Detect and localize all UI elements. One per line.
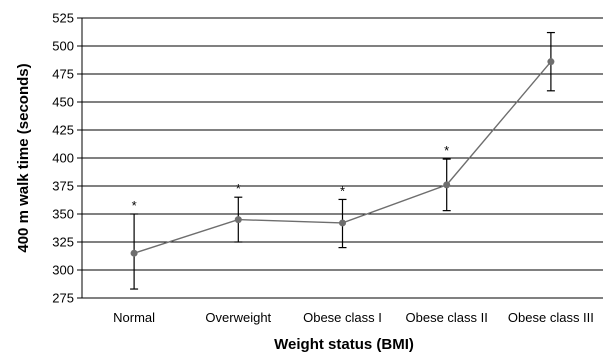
data-point <box>339 219 346 227</box>
y-axis-ticks: 275 300 325 350 375 400 425 450 475 500 525 <box>52 11 82 306</box>
significance-asterisk: * <box>236 181 241 196</box>
data-point <box>547 58 555 66</box>
x-tick-label: Overweight <box>205 310 271 325</box>
data-point <box>234 216 242 224</box>
x-tick-label: Normal <box>113 310 155 325</box>
data-point <box>443 181 451 189</box>
y-tick-label: 400 <box>52 151 74 166</box>
y-tick-label: 425 <box>52 123 74 138</box>
y-tick-label: 375 <box>52 179 74 194</box>
y-tick-label: 525 <box>52 11 74 26</box>
x-axis-title: Weight status (BMI) <box>274 336 414 353</box>
gridlines <box>82 17 603 299</box>
x-tick-label: Obese class II <box>406 310 488 325</box>
y-tick-label: 450 <box>52 95 74 110</box>
y-tick-label: 275 <box>52 291 74 306</box>
significance-asterisk: * <box>132 198 137 213</box>
significance-markers: * * * * <box>132 143 450 213</box>
y-tick-label: 475 <box>52 67 74 82</box>
significance-asterisk: * <box>444 143 449 158</box>
y-tick-label: 350 <box>52 207 74 222</box>
x-tick-label: Obese class I <box>303 310 382 325</box>
y-tick-label: 500 <box>52 39 74 54</box>
y-axis-title: 400 m walk time (seconds) <box>15 63 32 252</box>
x-tick-label: Obese class III <box>508 310 594 325</box>
y-tick-label: 325 <box>52 235 74 250</box>
data-points <box>130 58 555 257</box>
x-axis-ticks: Normal Overweight Obese class I Obese class… <box>113 310 594 325</box>
y-tick-label: 300 <box>52 263 74 278</box>
error-bars <box>130 31 555 290</box>
significance-asterisk: * <box>340 183 345 198</box>
data-point <box>130 249 138 257</box>
